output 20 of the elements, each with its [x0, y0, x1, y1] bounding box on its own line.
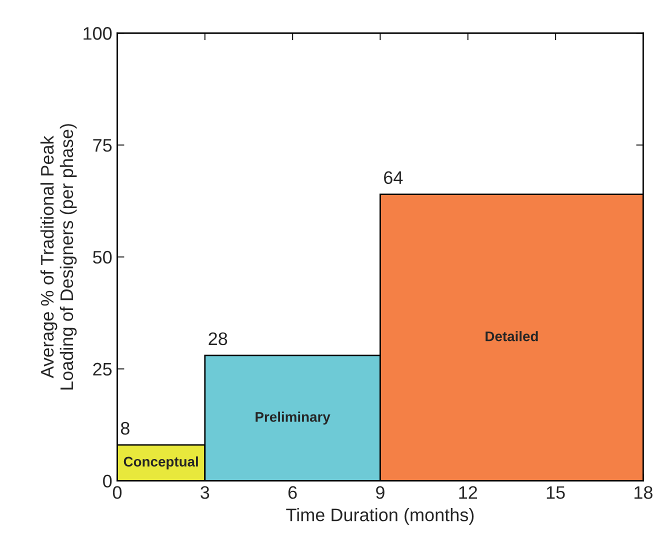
data-label: 28	[208, 332, 228, 346]
y-tick-label: 25	[93, 362, 112, 376]
x-tick-label: 15	[546, 486, 565, 499]
x-tick-label: 0	[112, 486, 122, 499]
x-tick-label: 18	[634, 486, 652, 499]
data-label: 8	[120, 422, 130, 435]
annotation: Conceptual	[124, 456, 198, 470]
x-tick-label: 3	[200, 486, 210, 499]
x-tick-label: 12	[459, 486, 478, 499]
y-tick-label: 50	[93, 250, 112, 264]
data-label: 64	[384, 171, 403, 184]
x-tick-label: 6	[288, 486, 297, 499]
annotation: Preliminary	[256, 412, 330, 425]
y-tick-label: 0	[103, 474, 112, 488]
x-tick-label: 9	[376, 486, 384, 499]
y-tick-label: 75	[93, 139, 112, 152]
x-axis-title: Time Duration (months)	[286, 508, 474, 525]
y-tick-label: 100	[84, 27, 112, 40]
y-axis-title: Average % of Traditional Peak Loading of Designers (per phase)	[40, 124, 77, 390]
annotation: Detailed	[486, 331, 538, 342]
